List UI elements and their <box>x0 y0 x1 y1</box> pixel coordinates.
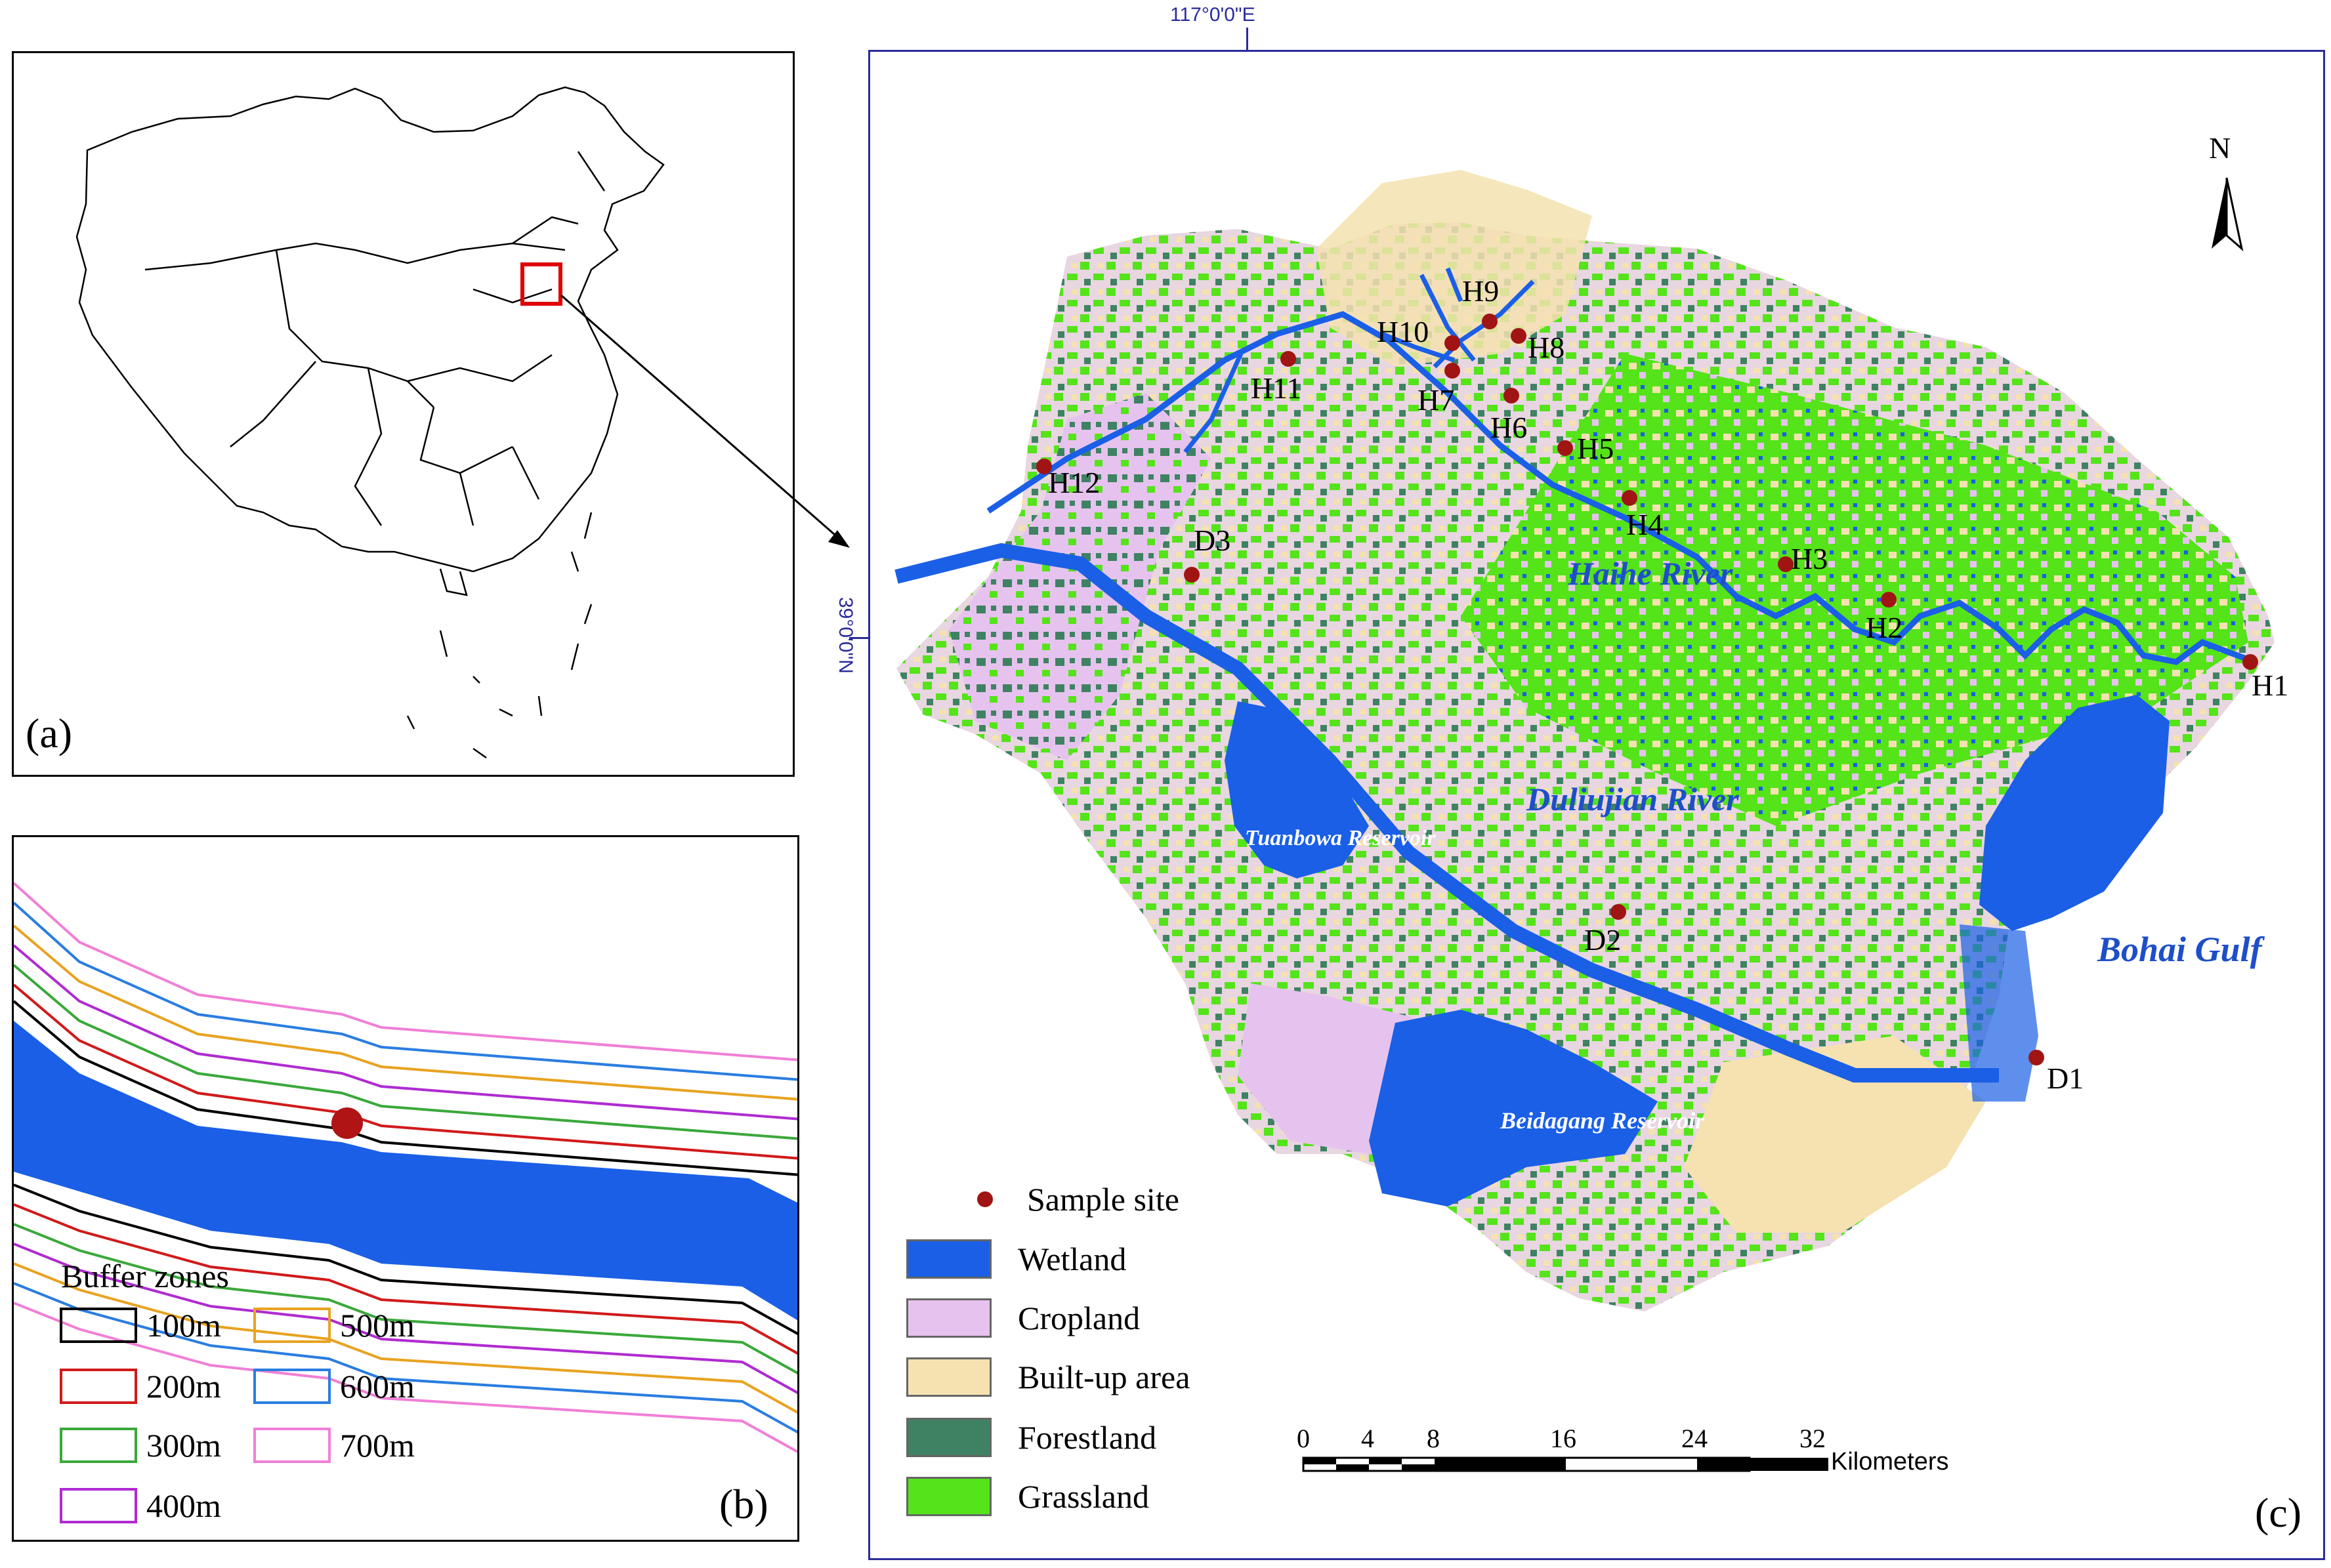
panel-b-buffer-diagram: Buffer zones 100m 500m 200m 600m 300m 70… <box>12 835 799 1542</box>
scale-tick-32: 32 <box>1799 1424 1826 1453</box>
buffer-swatch-300 <box>60 1428 137 1463</box>
label-h12: H12 <box>1048 466 1101 499</box>
site-h9 <box>1482 314 1498 329</box>
china-outline <box>75 86 665 759</box>
site-h2 <box>1881 592 1897 608</box>
site-h5 <box>1557 440 1573 456</box>
forestland-label: Forestland <box>1018 1419 1157 1456</box>
site-d1 <box>2028 1050 2044 1065</box>
buffer-label-400: 400m <box>146 1487 221 1524</box>
site-h8 <box>1511 328 1526 344</box>
site-h1 <box>2242 654 2258 670</box>
buffer-title: Buffer zones <box>61 1258 229 1294</box>
buffer-swatch-200 <box>60 1369 137 1404</box>
label-d1: D1 <box>2047 1062 2084 1095</box>
beidagang-reservoir-label: Beidagang Reservoir <box>1500 1107 1704 1134</box>
panel-b-label: (b) <box>719 1481 768 1527</box>
tuanbowa-reservoir <box>1225 701 1369 878</box>
longitude-label: 117°0'0"E <box>1170 4 1255 26</box>
label-h3: H3 <box>1791 542 1828 575</box>
forest-cropland-zone <box>949 393 1211 760</box>
label-h1: H1 <box>2252 669 2289 702</box>
buffer-label-700: 700m <box>340 1427 415 1464</box>
haihe-river <box>986 311 2256 665</box>
label-h9: H9 <box>1462 274 1500 308</box>
builtup-swatch <box>906 1357 992 1397</box>
north-builtup <box>1316 170 1592 367</box>
site-d3 <box>1184 567 1200 583</box>
latitude-label: 39°0'0"N <box>835 597 856 674</box>
builtup-label: Built-up area <box>1018 1359 1190 1395</box>
label-d3: D3 <box>1194 524 1231 557</box>
panel-c-label: (c) <box>2255 1489 2302 1536</box>
duliujian-river-label: Duliujian River <box>1526 781 1739 817</box>
buffer-swatch-700 <box>253 1428 331 1463</box>
grassland-zone <box>1461 354 2248 826</box>
beidagang-reservoir <box>1369 1010 1658 1207</box>
label-d2: D2 <box>1584 923 1622 957</box>
scale-tick-24: 24 <box>1681 1424 1708 1453</box>
site-h4 <box>1622 490 1637 506</box>
label-h2: H2 <box>1866 611 1903 644</box>
buffer-label-500: 500m <box>340 1307 415 1344</box>
bohai-gulf-label: Bohai Gulf <box>2097 930 2262 969</box>
longitude-tick <box>1246 28 1248 50</box>
forestland-swatch <box>906 1418 992 1457</box>
grassland-swatch <box>906 1477 992 1516</box>
land-use-map <box>894 170 2275 1472</box>
buffer-swatch-600 <box>253 1369 331 1404</box>
buffer-swatch-500 <box>253 1308 331 1343</box>
sample-site-legend-icon <box>977 1191 993 1207</box>
sample-sites <box>1036 314 2258 1065</box>
buffer-label-100: 100m <box>146 1307 221 1344</box>
panel-c-study-area-map: N H1 H2 H3 H4 H5 H6 H7 H8 H9 H10 H11 H12… <box>868 50 2325 1560</box>
buffer-label-600: 600m <box>340 1368 415 1405</box>
wetland-swatch <box>906 1239 992 1279</box>
tributaries <box>1183 267 1535 454</box>
label-h8: H8 <box>1528 331 1565 364</box>
buffer-swatch-100 <box>60 1308 137 1343</box>
scale-tick-8: 8 <box>1427 1424 1440 1453</box>
label-h11: H11 <box>1251 371 1302 405</box>
duliujian-river <box>894 543 1999 1083</box>
river-channel <box>14 1021 797 1321</box>
site-h12 <box>1036 459 1052 474</box>
panel-a-label: (a) <box>26 710 73 756</box>
cropland-label: Cropland <box>1018 1300 1141 1336</box>
scale-bar <box>1302 1456 1828 1472</box>
panel-a-location-map: (a) <box>12 51 795 777</box>
sample-site-legend-label: Sample site <box>1027 1181 1179 1218</box>
scale-tick-4: 4 <box>1361 1424 1374 1453</box>
label-h5: H5 <box>1577 432 1614 465</box>
scale-unit: Kilometers <box>1831 1448 1949 1475</box>
label-h7: H7 <box>1418 383 1455 417</box>
coastal-wetland <box>1979 695 2170 931</box>
label-h6: H6 <box>1490 411 1528 444</box>
buffer-swatch-400 <box>60 1488 137 1523</box>
label-h10: H10 <box>1377 315 1429 348</box>
latitude-tick <box>849 637 869 639</box>
wetland-label: Wetland <box>1018 1241 1127 1277</box>
site-d2 <box>1610 904 1626 920</box>
cropland-swatch <box>906 1298 992 1338</box>
scale-tick-16: 16 <box>1550 1424 1576 1453</box>
site-h7 <box>1444 363 1460 379</box>
site-h3 <box>1778 556 1794 572</box>
tuanbowa-reservoir-label: Tuanbowa Reservoir <box>1245 826 1436 850</box>
coastal-builtup <box>1684 1036 1986 1233</box>
site-h10 <box>1444 335 1460 351</box>
scale-tick-0: 0 <box>1297 1424 1310 1453</box>
site-h11 <box>1280 351 1296 367</box>
study-area-box <box>520 262 562 306</box>
coastal-pond <box>1960 924 2038 1102</box>
haihe-river-label: Haihe River <box>1568 555 1733 592</box>
label-h4: H4 <box>1626 508 1664 541</box>
north-label: N <box>2209 131 2231 165</box>
grassland-label: Grassland <box>1018 1478 1149 1515</box>
buffer-label-300: 300m <box>146 1427 221 1464</box>
site-h6 <box>1503 388 1519 403</box>
buffer-label-200: 200m <box>146 1368 221 1405</box>
north-arrow-icon <box>2212 177 2244 252</box>
buffer-sample-point <box>331 1107 363 1139</box>
